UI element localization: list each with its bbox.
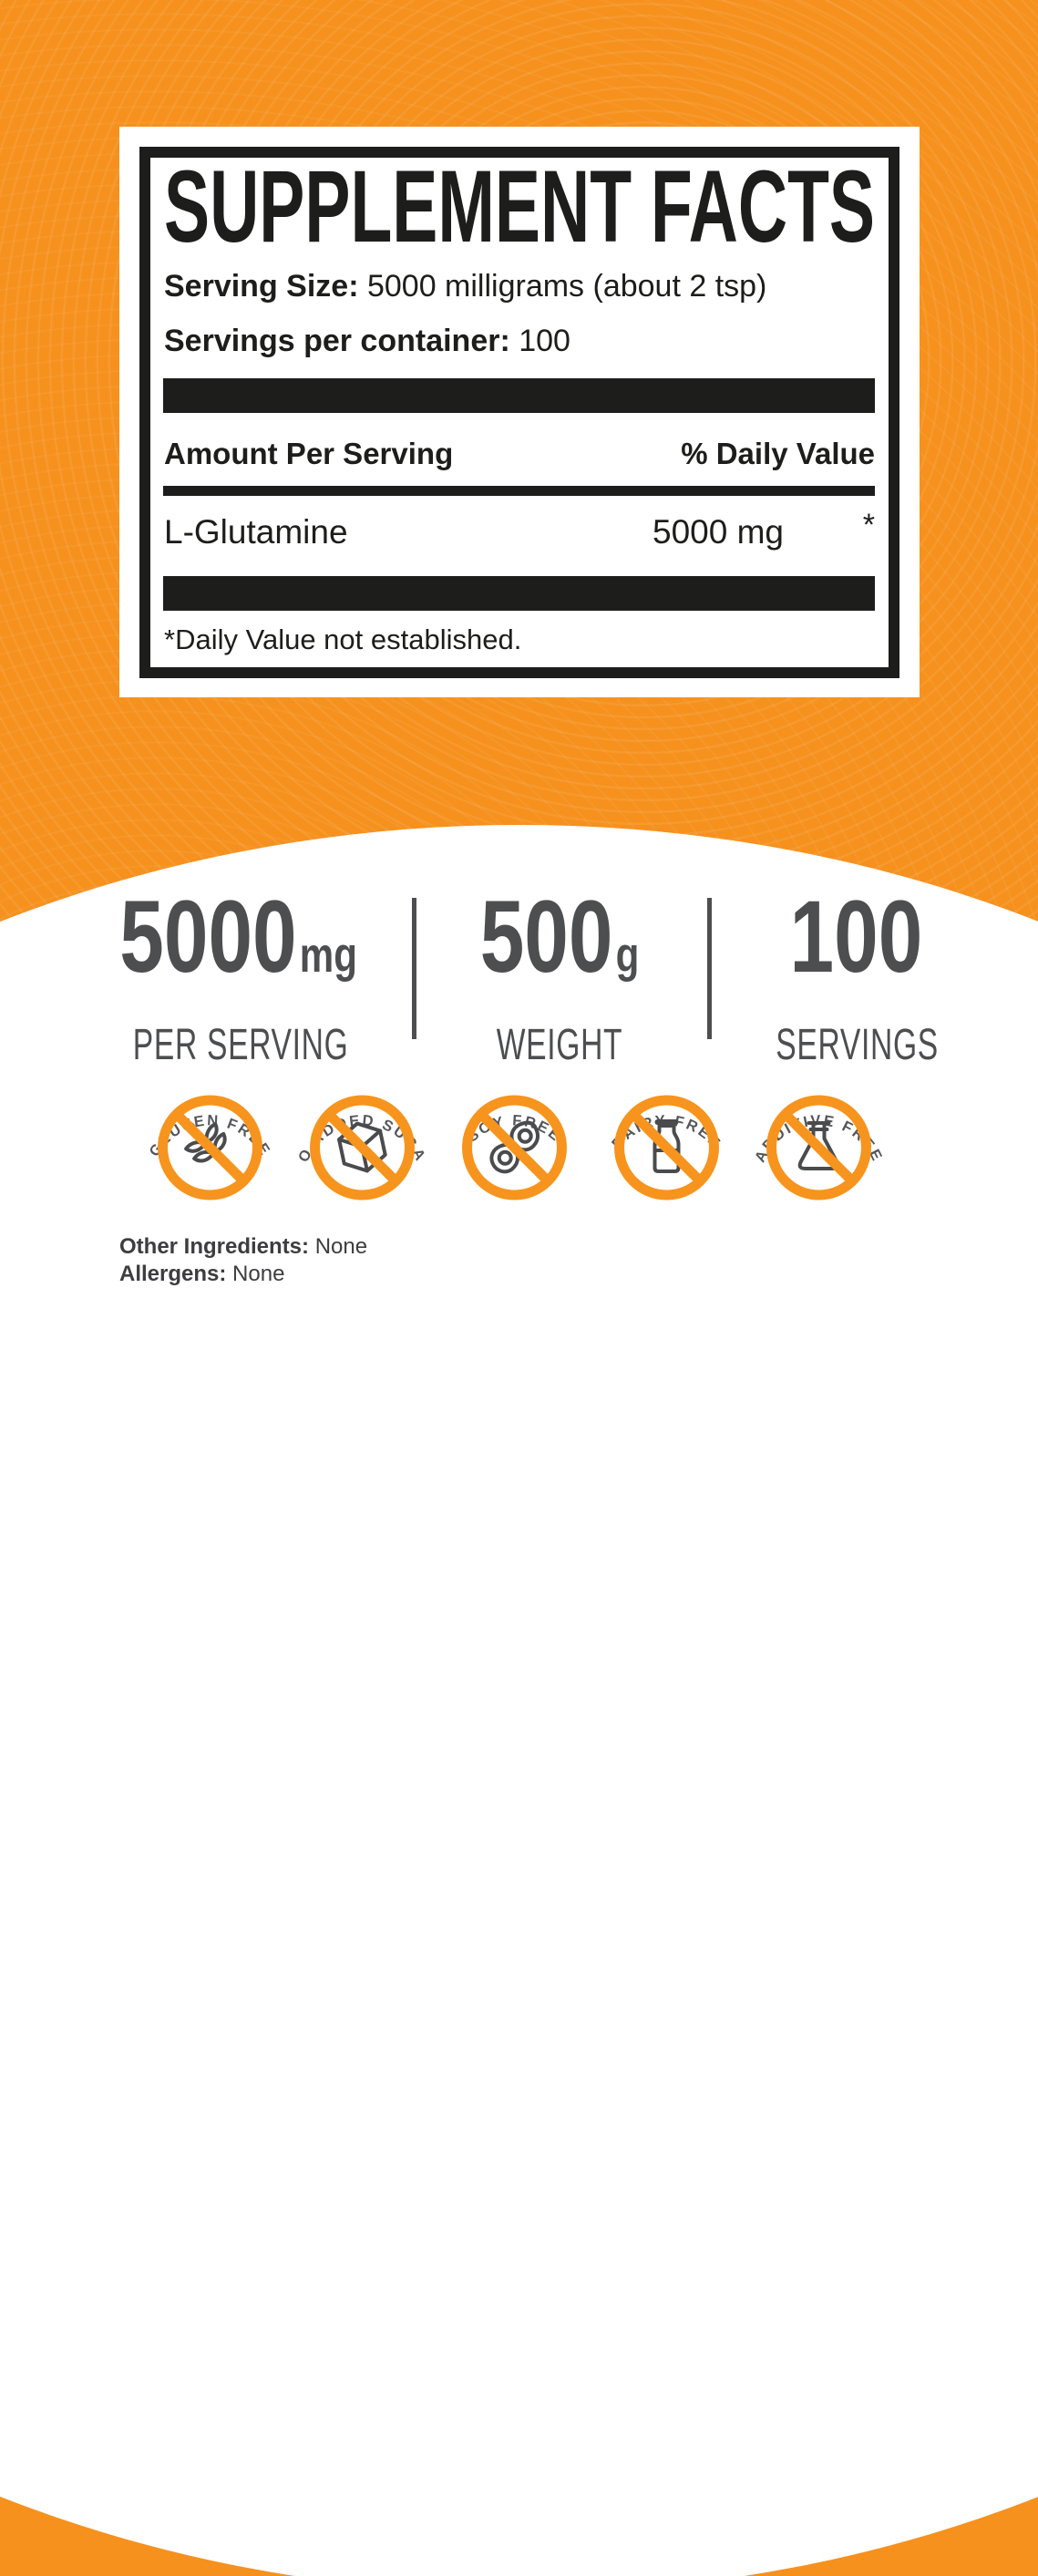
- stat-divider: [412, 898, 416, 1039]
- servings-per-container-value: 100: [519, 324, 570, 358]
- badge-dairy-free: DAIRY FREE: [609, 1095, 723, 1200]
- serving-size-value: 5000 milligrams (about 2 tsp): [366, 269, 767, 304]
- badge-no-added-sugar: NO ADDED SUGAR: [295, 1095, 427, 1200]
- stat-per-serving-number: 5000mg: [119, 886, 357, 1011]
- prohibited-circle-icon: [462, 1095, 567, 1200]
- stat-servings: 100 SERVINGS: [707, 886, 1008, 1077]
- stat-divider: [707, 898, 712, 1039]
- supplement-facts-panel: SUPPLEMENT FACTS Serving Size: 5000 mill…: [119, 127, 920, 697]
- allergens-value: None: [232, 1262, 285, 1286]
- other-ingredients-label: Other Ingredients:: [119, 1234, 310, 1259]
- prohibited-slash-icon: [478, 1111, 551, 1184]
- stat-weight: 500g WEIGHT: [412, 886, 707, 1077]
- stat-label: SERVINGS: [776, 1021, 940, 1069]
- stat-per-serving: 5000mg PER SERVING: [87, 886, 387, 1077]
- stat-unit: g: [615, 928, 640, 983]
- stat-label: WEIGHT: [496, 1021, 623, 1069]
- ingredient-row: L-Glutamine 5000 mg *: [164, 508, 877, 551]
- other-ingredients-line: Other Ingredients: None: [119, 1233, 367, 1261]
- badge-soy-free: SOY FREE: [462, 1095, 567, 1200]
- badge-additive-free: ADDITIVE FREE: [752, 1095, 884, 1200]
- stat-servings-number: 100: [740, 886, 974, 1011]
- allergens-line: Allergens: None: [119, 1261, 367, 1288]
- daily-value-footnote: *Daily Value not established.: [164, 623, 522, 655]
- ingredient-daily-value: *: [862, 508, 875, 542]
- ingredient-name: L-Glutamine: [164, 513, 348, 551]
- serving-size-label: Serving Size:: [164, 269, 359, 304]
- prohibited-slash-icon: [782, 1111, 856, 1184]
- facts-title-text: SUPPLEMENT FACTS: [164, 149, 875, 263]
- stat-value: 5000: [119, 880, 297, 994]
- serving-size-row: Serving Size: 5000 milligrams (about 2 t…: [164, 269, 877, 304]
- servings-per-container-row: Servings per container: 100: [164, 324, 877, 359]
- facts-column-headers: Amount Per Serving % Daily Value: [164, 437, 875, 471]
- ingredient-amount: 5000 mg: [653, 513, 784, 551]
- other-ingredients-value: None: [314, 1234, 368, 1259]
- prohibited-circle-icon: [614, 1095, 719, 1200]
- free-from-badges: GLUTEN FREE NO ADDED SUGAR SOY FREE: [134, 1052, 895, 1230]
- badge-gluten-free: GLUTEN FREE: [147, 1095, 272, 1200]
- prohibited-circle-icon: [766, 1095, 871, 1200]
- facts-title: SUPPLEMENT FACTS: [164, 149, 875, 263]
- allergens-label: Allergens:: [119, 1262, 227, 1286]
- stat-value: 500: [479, 880, 613, 994]
- prohibited-slash-icon: [630, 1111, 704, 1184]
- footer-ingredients: Other Ingredients: None Allergens: None: [119, 1233, 367, 1288]
- prohibited-slash-icon: [173, 1111, 247, 1184]
- servings-per-container-label: Servings per container:: [164, 324, 510, 358]
- stat-unit: mg: [299, 928, 357, 983]
- facts-panel-border: [139, 147, 899, 678]
- prohibited-circle-icon: [310, 1095, 415, 1200]
- stat-label: PER SERVING: [132, 1021, 349, 1069]
- prohibited-slash-icon: [325, 1111, 399, 1184]
- stat-weight-number: 500g: [445, 886, 675, 1011]
- stat-value: 100: [789, 880, 923, 994]
- divider-bar-bottom: [163, 576, 875, 611]
- prohibited-circle-icon: [158, 1095, 262, 1200]
- divider-bar-top: [163, 378, 875, 413]
- amount-per-serving-header: Amount Per Serving: [164, 437, 454, 470]
- daily-value-header: % Daily Value: [681, 437, 875, 470]
- header-rule: [163, 486, 875, 496]
